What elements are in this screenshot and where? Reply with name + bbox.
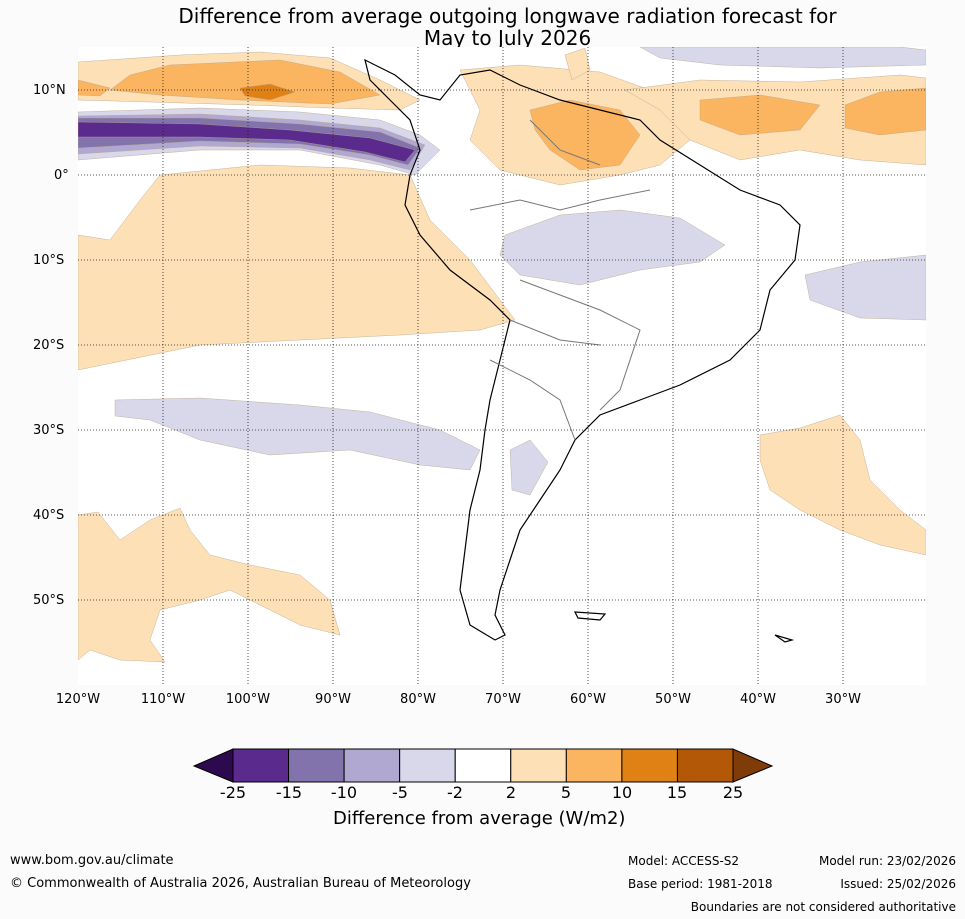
colorbar-high-extension [732, 748, 774, 783]
graticule [78, 47, 926, 685]
footer-model: Model: ACCESS-S2 [628, 854, 740, 868]
anomaly-region [844, 87, 926, 136]
colorbar-cell [288, 748, 345, 783]
lat-label: 10°S [33, 253, 65, 268]
colorbar-tick: -5 [392, 783, 408, 802]
anomaly-region [78, 507, 341, 663]
footer-url[interactable]: www.bom.gov.au/climate [10, 853, 174, 868]
lat-label: 0° [54, 168, 69, 183]
lat-label: 10°N [33, 83, 66, 98]
colorbar-tick: 2 [505, 783, 517, 802]
colorbar-cell [232, 748, 290, 783]
lat-label: 30°S [33, 423, 65, 438]
anomaly-region [529, 99, 641, 171]
anomaly-region [109, 59, 381, 105]
colorbar-cell [454, 748, 512, 783]
colorbar-cell [565, 748, 623, 783]
anomaly-region [78, 121, 416, 163]
colorbar-tick: -10 [330, 783, 358, 802]
lat-label: 40°S [33, 508, 65, 523]
footer-base-period: Base period: 1981-2018 [628, 877, 773, 891]
colorbar-cell [676, 748, 734, 783]
anomaly-region [239, 83, 296, 101]
colorbar-tick: 15 [666, 783, 688, 802]
colorbar-tick: 25 [722, 783, 744, 802]
anomaly-region [499, 209, 726, 286]
colorbar-cell [621, 748, 678, 783]
colorbar-cell [399, 748, 456, 783]
lat-label: 50°S [33, 593, 65, 608]
footer-issued: Issued: 25/02/2026 [840, 877, 956, 891]
lon-label: 60°W [570, 692, 606, 707]
anomaly-region [114, 397, 481, 471]
lon-label: 50°W [655, 692, 691, 707]
anomaly-region [78, 164, 516, 371]
colorbar-tick: -25 [219, 783, 247, 802]
colorbar-title: Difference from average (W/m2) [333, 808, 626, 829]
lon-label: 40°W [740, 692, 776, 707]
island-outline [573, 611, 607, 621]
continent-outline [364, 58, 801, 641]
footer-model-run: Model run: 23/02/2026 [818, 854, 956, 868]
anomaly-region [78, 79, 111, 97]
lon-label: 80°W [400, 692, 436, 707]
colorbar-low-extension [192, 748, 234, 783]
lon-label: 30°W [825, 692, 861, 707]
colorbar [192, 748, 774, 783]
footer-boundaries-note: Boundaries are not considered authoritat… [690, 900, 956, 914]
footer-copyright: © Commonwealth of Australia 2026, Austra… [10, 876, 471, 891]
lon-label: 90°W [315, 692, 351, 707]
coastlines [364, 58, 801, 643]
lon-label: 70°W [485, 692, 521, 707]
anomaly-region [564, 47, 591, 81]
lat-label: 20°S [33, 338, 65, 353]
colorbar-tick: -2 [447, 783, 463, 802]
anomaly-region [699, 94, 821, 136]
colorbar-tick: 5 [560, 783, 572, 802]
anomaly-region [509, 439, 549, 496]
island-outline [774, 634, 795, 643]
anomaly-region [804, 254, 926, 321]
lon-label: 110°W [140, 692, 186, 707]
colorbar-cell [343, 748, 401, 783]
anomaly-region [639, 47, 926, 69]
colorbar-tick: 10 [611, 783, 633, 802]
lon-label: 120°W [55, 692, 101, 707]
map-title-line1: Difference from average outgoing longwav… [178, 4, 837, 28]
colorbar-tick: -15 [275, 783, 303, 802]
map-title-line2: May to July 2026 [423, 26, 592, 50]
colorbar-cell [510, 748, 567, 783]
lon-label: 100°W [225, 692, 271, 707]
